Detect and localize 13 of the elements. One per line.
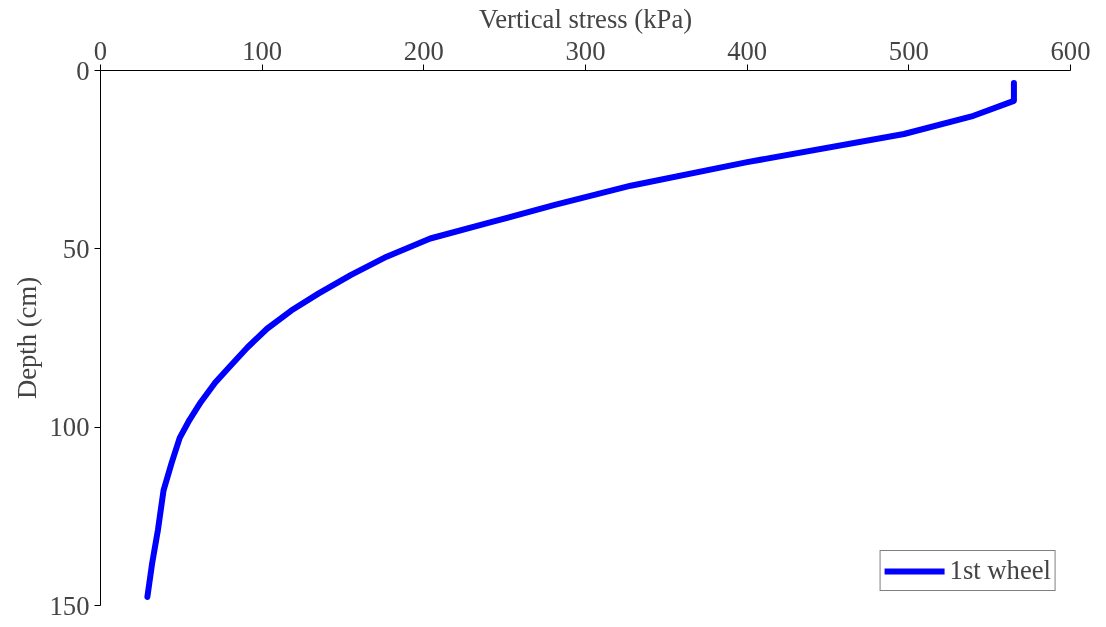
x-tick-label: 200 — [403, 35, 444, 66]
x-tick-label: 500 — [888, 35, 929, 66]
y-tick-label: 150 — [49, 590, 90, 621]
x-tick-label: 100 — [242, 35, 283, 66]
x-axis-title: Vertical stress (kPa) — [478, 3, 693, 34]
x-tick-label: 300 — [565, 35, 606, 66]
legend-label: 1st wheel — [949, 555, 1051, 586]
x-tick-label: 600 — [1050, 35, 1091, 66]
y-tick-label: 0 — [76, 55, 90, 86]
y-tick-label: 50 — [62, 233, 90, 264]
y-tick-label: 100 — [49, 412, 90, 443]
x-tick-label: 400 — [727, 35, 768, 66]
y-axis-title: Depth (cm) — [11, 276, 42, 400]
